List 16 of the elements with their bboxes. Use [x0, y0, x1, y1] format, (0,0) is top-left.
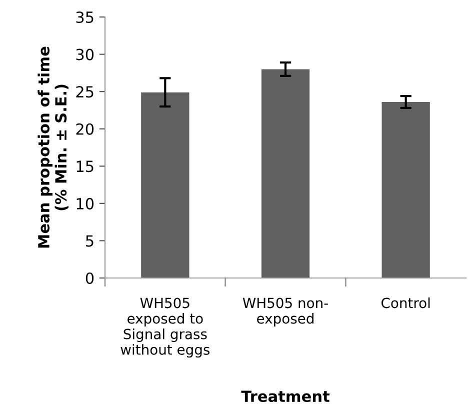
x-axis-title: Treatment — [241, 390, 330, 402]
bar — [141, 92, 190, 278]
y-tick-label: 25 — [76, 86, 94, 98]
y-tick-label: 10 — [76, 198, 94, 210]
x-tick-label: Control — [382, 297, 430, 308]
y-tick-label: 30 — [76, 48, 94, 60]
x-tick-label: WH505 exposed to Signal grass without eggs — [120, 298, 210, 358]
bar — [261, 69, 310, 278]
y-tick-label: 15 — [76, 160, 94, 172]
y-tick-label: 5 — [86, 235, 94, 247]
y-tick-label: 20 — [76, 123, 94, 135]
y-tick-label: 35 — [76, 11, 94, 24]
x-tick-label: WH505 non- exposed — [242, 298, 328, 326]
y-axis-title: Mean propotion of time (% Min. ± S.E.) — [38, 46, 68, 248]
y-tick-label: 0 — [86, 272, 94, 284]
bar — [382, 102, 430, 278]
